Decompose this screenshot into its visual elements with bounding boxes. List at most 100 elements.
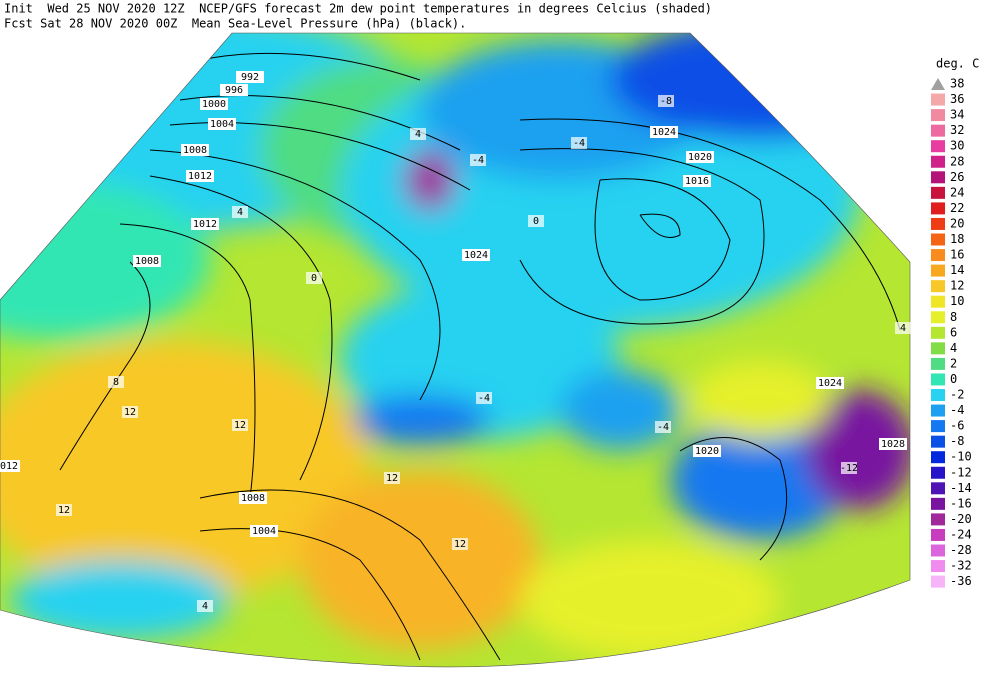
legend-label: 32 [950, 123, 964, 137]
legend-swatch [931, 280, 945, 293]
value-label: 12 [122, 406, 138, 418]
legend-title: deg. C [936, 57, 979, 71]
value-label: 8 [108, 376, 124, 388]
value-label: -12 [840, 462, 858, 474]
isobar-label-text: 1004 [210, 119, 234, 130]
value-label-text: 12 [386, 473, 398, 484]
value-label: -8 [658, 95, 674, 107]
legend-swatch [931, 326, 945, 339]
isobar-label-text: 1020 [688, 152, 712, 163]
legend-swatch [931, 373, 945, 386]
isobar-label-text: 1008 [183, 145, 207, 156]
isobar-label: 1008 [133, 255, 161, 267]
isobar-label-bg [650, 126, 678, 138]
legend-swatch [931, 295, 945, 308]
legend-label: -20 [950, 512, 972, 526]
legend-swatch [931, 544, 945, 557]
value-label-text: -12 [840, 463, 858, 474]
value-label-text: 12 [454, 539, 466, 550]
isobar-label-bg [462, 249, 490, 261]
legend-label: -32 [950, 559, 972, 573]
value-label: 12 [56, 504, 72, 516]
isobar-label-text: 996 [225, 85, 243, 96]
isobar-label-text: 1012 [193, 219, 217, 230]
legend-label: 0 [950, 372, 957, 386]
legend-label: 26 [950, 170, 964, 184]
legend-label: 4 [950, 341, 957, 355]
isobar-label-bg [133, 255, 161, 267]
legend-swatch [931, 109, 945, 122]
value-label: 12 [452, 538, 468, 550]
legend-label: 14 [950, 263, 964, 277]
isobar-label: 1020 [693, 445, 721, 457]
legend-label: 22 [950, 201, 964, 215]
map-border [0, 32, 911, 668]
value-label-bg [658, 95, 674, 107]
legend-swatch [931, 93, 945, 106]
legend-swatch [931, 389, 945, 401]
value-label-text: 4 [237, 207, 243, 218]
isobar-label-bg [191, 218, 219, 230]
isobar-label: 1024 [462, 249, 490, 261]
value-label-bg [122, 406, 138, 418]
legend-swatch [931, 482, 945, 495]
legend-label: -16 [950, 496, 972, 510]
isobar-label-text: 1024 [464, 250, 488, 261]
legend-triangle [931, 78, 945, 90]
legend-swatch [931, 357, 945, 370]
isobar-label: 1012 [186, 170, 214, 182]
value-label-bg [841, 462, 857, 474]
legend-label: 6 [950, 325, 957, 339]
isobar-label-bg [208, 118, 236, 130]
legend-label: 8 [950, 310, 957, 324]
isobar-label-bg [686, 151, 714, 163]
legend-swatch [931, 186, 945, 199]
legend-swatch [931, 466, 945, 479]
isobar-label-bg [693, 445, 721, 457]
isobar-label: 1024 [650, 126, 678, 138]
value-label-text: 4 [415, 129, 421, 140]
isobar-label-text: 1000 [202, 99, 226, 110]
isobar-label: 996 [220, 84, 248, 96]
value-label-bg [528, 215, 544, 227]
legend-swatch [931, 451, 945, 464]
value-label-bg [476, 392, 492, 404]
isobar-label-bg [683, 175, 711, 187]
legend-swatch [931, 140, 945, 153]
isobar-label-bg [816, 377, 844, 389]
isobar-label: 1016 [683, 175, 711, 187]
legend-label: -14 [950, 481, 972, 495]
legend-label: 12 [950, 279, 964, 293]
value-label-bg [655, 421, 671, 433]
isobar-label: 1024 [816, 377, 844, 389]
value-label-text: -8 [660, 96, 672, 107]
value-label: 0 [528, 215, 544, 227]
value-label: -4 [470, 154, 486, 166]
legend-label: 24 [950, 185, 964, 199]
legend-swatch [931, 497, 945, 510]
legend-swatch [931, 575, 945, 588]
legend-swatch [931, 342, 945, 355]
isobar-label: 1000 [200, 98, 228, 110]
value-label-text: 8 [113, 377, 119, 388]
isobar-label-text: 1024 [652, 127, 676, 138]
isobar-label-text: 1012 [0, 461, 18, 472]
legend-label: 10 [950, 294, 964, 308]
isobar-label-bg [239, 492, 267, 504]
legend-label: -2 [950, 388, 964, 402]
legend-swatch [931, 264, 945, 277]
legend-swatch [931, 528, 945, 541]
isobar-label-bg [220, 84, 248, 96]
value-label-bg [384, 472, 400, 484]
legend-swatch [931, 155, 945, 168]
isobars [59, 52, 901, 661]
value-label: -4 [476, 392, 492, 404]
value-label-text: 0 [533, 216, 539, 227]
legend-label: -4 [950, 403, 964, 417]
legend-label: 18 [950, 232, 964, 246]
value-label-bg [232, 206, 248, 218]
isobar-label-bg [879, 438, 907, 450]
value-label-bg [197, 600, 213, 612]
value-label: 0 [306, 272, 322, 284]
